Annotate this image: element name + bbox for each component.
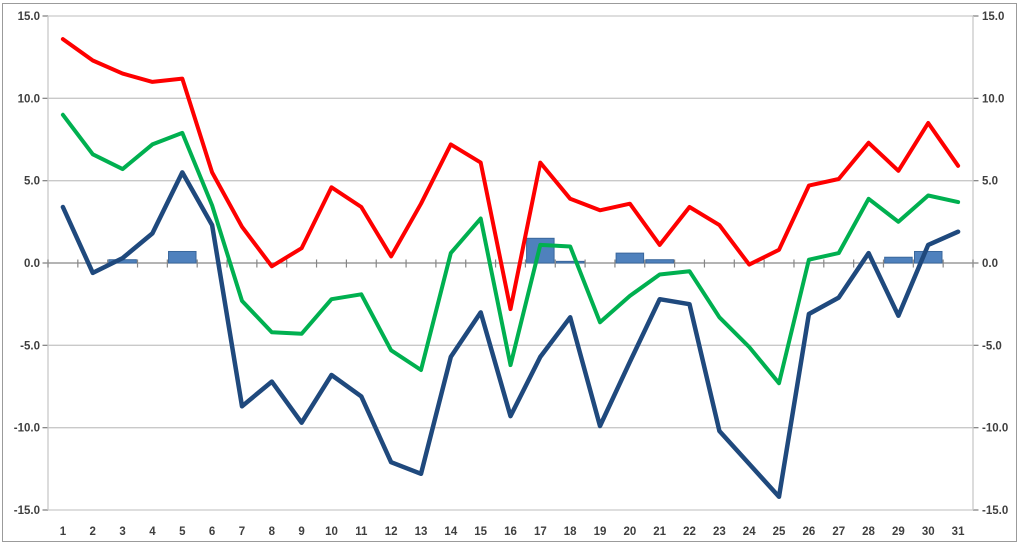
x-axis-label: 15: [474, 526, 487, 538]
x-axis-label: 22: [683, 526, 696, 538]
x-axis-label: 17: [534, 526, 547, 538]
y-axis-label-right: -15.0: [982, 505, 1008, 517]
y-axis-label-right: -10.0: [982, 423, 1008, 435]
y-axis-label-left: -15.0: [14, 505, 40, 517]
y-axis-label-left: 15.0: [18, 11, 40, 23]
series-green-line: [60, 112, 961, 386]
y-axis-label-right: 15.0: [982, 11, 1004, 23]
x-axis-label: 9: [298, 526, 304, 538]
x-axis-label: 5: [179, 526, 186, 538]
x-axis-label: 25: [773, 526, 786, 538]
x-axis-label: 2: [90, 526, 96, 538]
x-axis-label: 12: [385, 526, 398, 538]
y-axis-label-right: 0.0: [982, 258, 998, 270]
bar-day-5: [168, 250, 197, 264]
x-axis-label: 29: [892, 526, 905, 538]
x-axis-label: 13: [415, 526, 428, 538]
x-axis-label: 20: [623, 526, 636, 538]
x-axis-label: 18: [564, 526, 577, 538]
y-axis-label-left: 5.0: [24, 176, 40, 188]
x-axis-label: 1: [60, 526, 67, 538]
x-axis-label: 27: [832, 526, 845, 538]
y-axis-label-left: 0.0: [24, 258, 40, 270]
y-axis-label-right: -5.0: [982, 340, 1002, 352]
x-axis-label: 19: [594, 526, 607, 538]
series-navy-line: [60, 170, 961, 500]
y-axis-label-right: 5.0: [982, 176, 998, 188]
y-axis-label-left: 10.0: [18, 93, 40, 105]
x-axis-label: 26: [802, 526, 815, 538]
y-axis-label-left: -5.0: [20, 340, 40, 352]
x-axis-label: 10: [325, 526, 338, 538]
bar-day-18: [555, 260, 585, 264]
bar-day-29: [884, 256, 913, 264]
series-red-line: [60, 37, 961, 312]
x-axis-label: 8: [269, 526, 276, 538]
x-axis-label: 6: [209, 526, 215, 538]
x-axis-label: 31: [952, 526, 965, 538]
x-axis-label: 23: [713, 526, 726, 538]
x-axis-label: 30: [922, 526, 935, 538]
bar-day-21: [645, 259, 674, 264]
x-axis-label: 4: [149, 526, 156, 538]
x-axis-label: 3: [119, 526, 125, 538]
x-axis-label: 28: [862, 526, 875, 538]
x-axis-label: 21: [653, 526, 666, 538]
y-axis-label-left: -10.0: [14, 423, 40, 435]
x-axis-label: 24: [743, 526, 756, 538]
x-axis-label: 7: [239, 526, 245, 538]
y-axis-label-right: 10.0: [982, 93, 1004, 105]
bar-day-20: [615, 252, 645, 264]
x-axis-label: 11: [355, 526, 368, 538]
bar-day-30: [913, 250, 943, 264]
x-axis-label: 16: [504, 526, 517, 538]
screenshot-border: [2, 3, 1017, 542]
x-axis-label: 14: [444, 526, 457, 538]
